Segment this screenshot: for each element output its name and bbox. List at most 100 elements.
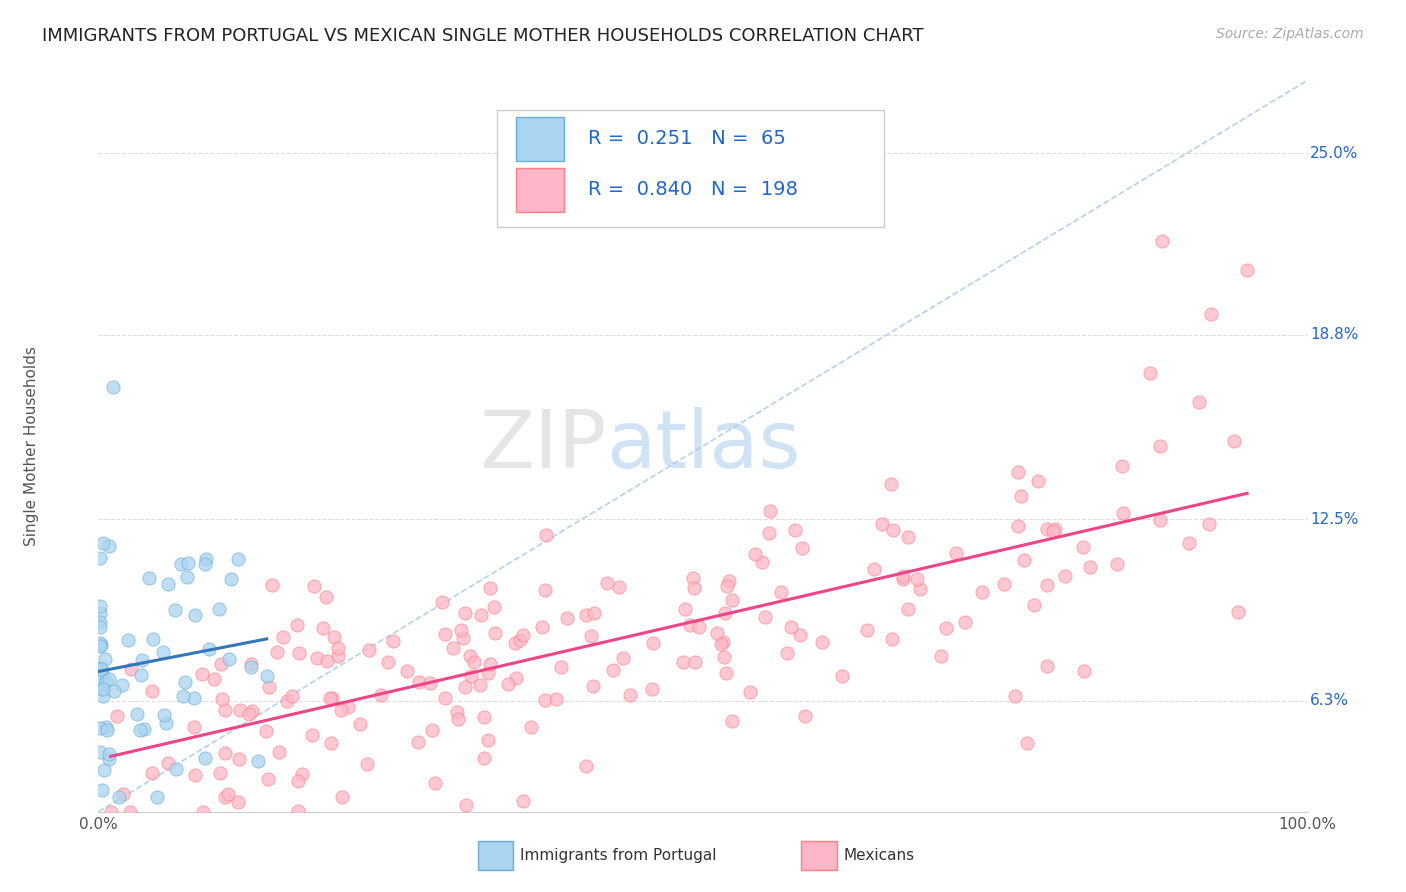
Point bbox=[129, 668, 152, 682]
Point bbox=[1227, 605, 1250, 619]
Point bbox=[582, 679, 605, 693]
Point bbox=[1107, 557, 1129, 571]
Point bbox=[870, 516, 893, 531]
Point bbox=[184, 607, 207, 622]
Point bbox=[454, 680, 477, 694]
Point bbox=[945, 546, 967, 560]
Point bbox=[184, 767, 207, 781]
Point bbox=[776, 646, 799, 660]
Point bbox=[89, 599, 111, 613]
Point bbox=[90, 672, 112, 686]
Point bbox=[89, 745, 111, 759]
Point bbox=[141, 684, 163, 698]
Point bbox=[202, 672, 225, 686]
Point bbox=[97, 747, 120, 761]
Point bbox=[330, 789, 353, 804]
Point bbox=[595, 576, 617, 591]
Text: 12.5%: 12.5% bbox=[1310, 512, 1358, 526]
Point bbox=[831, 669, 853, 683]
Point bbox=[217, 788, 239, 802]
Point bbox=[794, 708, 817, 723]
Point bbox=[408, 674, 430, 689]
Point bbox=[228, 751, 250, 765]
Point bbox=[112, 787, 135, 801]
Point bbox=[214, 790, 236, 805]
FancyBboxPatch shape bbox=[498, 110, 884, 227]
Point bbox=[191, 666, 214, 681]
Point bbox=[713, 649, 735, 664]
Point bbox=[287, 804, 309, 818]
Point bbox=[254, 723, 277, 738]
Point bbox=[287, 617, 309, 632]
Text: atlas: atlas bbox=[606, 407, 800, 485]
Point bbox=[880, 477, 903, 491]
Point bbox=[262, 577, 284, 591]
Text: 25.0%: 25.0% bbox=[1310, 146, 1358, 161]
Point bbox=[276, 694, 298, 708]
Point bbox=[533, 583, 555, 598]
Point bbox=[447, 713, 470, 727]
Point bbox=[1222, 434, 1244, 449]
Point bbox=[288, 646, 311, 660]
Point bbox=[463, 656, 485, 670]
Point bbox=[209, 657, 232, 671]
Point bbox=[509, 632, 531, 647]
Point bbox=[117, 632, 139, 647]
Point bbox=[111, 678, 134, 692]
Point bbox=[155, 716, 177, 731]
Point bbox=[1015, 736, 1038, 750]
Point bbox=[420, 723, 443, 738]
Point bbox=[90, 638, 112, 652]
Point bbox=[880, 632, 903, 646]
Point bbox=[226, 551, 249, 566]
Point bbox=[1139, 366, 1161, 380]
Point bbox=[721, 714, 744, 729]
Text: ZIP: ZIP bbox=[479, 407, 606, 485]
Point bbox=[208, 601, 231, 615]
Point bbox=[330, 703, 353, 717]
Point bbox=[955, 615, 977, 630]
Point bbox=[271, 630, 294, 644]
Point bbox=[315, 591, 337, 605]
Point bbox=[908, 582, 931, 596]
Point bbox=[450, 624, 472, 638]
Point bbox=[316, 654, 339, 668]
Point bbox=[97, 672, 120, 686]
Point bbox=[484, 625, 506, 640]
Point bbox=[214, 746, 236, 760]
Point bbox=[90, 661, 112, 675]
Point bbox=[301, 728, 323, 742]
Point bbox=[612, 651, 634, 665]
Point bbox=[716, 579, 738, 593]
Point bbox=[856, 623, 879, 637]
Point bbox=[479, 581, 502, 595]
Point bbox=[183, 691, 205, 706]
Point bbox=[211, 691, 233, 706]
Point bbox=[191, 805, 214, 819]
Text: Mexicans: Mexicans bbox=[844, 848, 915, 863]
Point bbox=[291, 767, 314, 781]
Point bbox=[240, 657, 263, 671]
Point bbox=[370, 688, 392, 702]
Point bbox=[89, 550, 111, 565]
Point bbox=[419, 675, 441, 690]
Point bbox=[146, 790, 169, 805]
Point bbox=[679, 618, 702, 632]
Point bbox=[550, 660, 572, 674]
Point bbox=[229, 703, 252, 717]
Point bbox=[240, 704, 263, 718]
Point bbox=[1199, 307, 1222, 321]
Point bbox=[711, 635, 734, 649]
Point bbox=[93, 764, 115, 778]
Point bbox=[194, 558, 217, 572]
Point bbox=[239, 660, 262, 674]
Point bbox=[434, 626, 457, 640]
Text: R =  0.840   N =  198: R = 0.840 N = 198 bbox=[588, 180, 799, 200]
Point bbox=[89, 640, 111, 654]
Point bbox=[287, 774, 309, 789]
Point bbox=[619, 688, 641, 702]
Point bbox=[740, 685, 762, 699]
Point bbox=[602, 663, 624, 677]
Point bbox=[1111, 459, 1133, 474]
Point bbox=[1177, 535, 1199, 549]
